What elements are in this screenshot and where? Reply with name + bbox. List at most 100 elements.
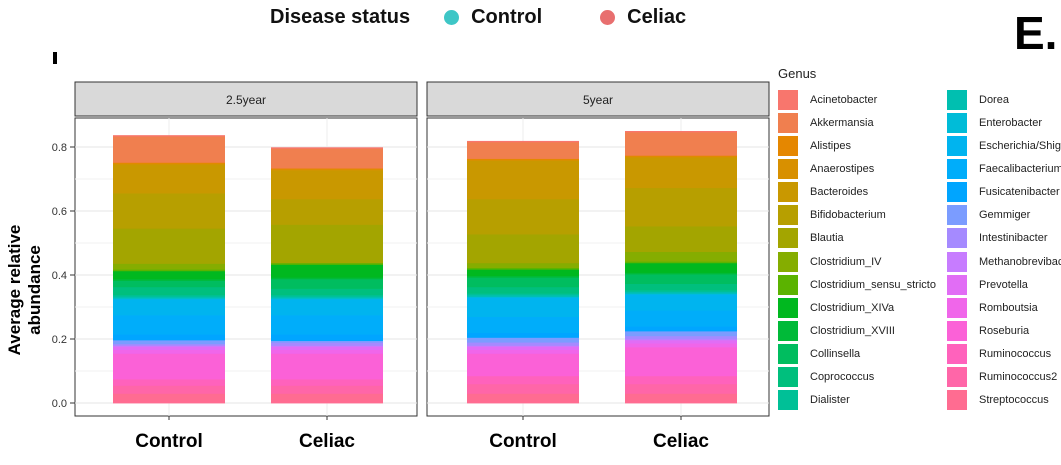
genus-legend-item: Intestinibacter — [947, 227, 1061, 250]
disease-status-legend: Disease status Control Celiac — [270, 4, 744, 30]
bar-segment-ruminococcus — [467, 375, 579, 385]
bar-segment-dorea — [113, 296, 225, 299]
genus-label: Bacteroides — [810, 186, 869, 199]
bar-segment-romboutsia — [625, 343, 737, 348]
bar-segment-bifidobacterium — [467, 198, 579, 235]
bar-segment-prevotella — [467, 346, 579, 350]
genus-label: Enterobacter — [979, 116, 1042, 129]
y-tick-label: 0.0 — [52, 398, 67, 410]
bar-segment-acinetobacter — [113, 135, 225, 137]
genus-label: Ruminococcus — [979, 348, 1052, 361]
bar-segment-alistipes — [625, 155, 737, 157]
genus-label: Ruminococcus2 — [979, 371, 1058, 384]
bar-segment-roseburia — [625, 347, 737, 377]
facet-strip — [74, 81, 418, 117]
bar-segment-enterobacter — [467, 296, 579, 298]
bar-segment-escherichia-shigella — [467, 297, 579, 317]
genus-label: Dialister — [810, 394, 850, 407]
facet-label: 5year — [583, 93, 613, 107]
genus-legend-column-2: Dorea Enterobacter Escherichia/Shigella Fae… — [947, 88, 1061, 412]
bar-segment-bacteroides — [271, 170, 383, 200]
bar-segment-gemmiger — [271, 340, 383, 343]
bar-segment-clostridium-iv — [625, 251, 737, 262]
y-tick-label: 0.8 — [52, 142, 67, 154]
bar-segment-dialister — [625, 290, 737, 293]
bar-segment-bifidobacterium — [113, 193, 225, 229]
bar-segment-methanobrevibacter — [113, 345, 225, 347]
genus-label: Faecalibacterium — [979, 162, 1061, 175]
bar-segment-clostridium-iv — [467, 262, 579, 269]
genus-legend-item: Bacteroides — [778, 181, 936, 204]
genus-legend-item: Collinsella — [778, 343, 936, 366]
bar-segment-fusicatenibacter — [467, 332, 579, 338]
bar-segment-ruminococcus — [271, 379, 383, 386]
genus-swatch — [778, 89, 798, 110]
bar-segment-dialister — [113, 294, 225, 297]
bar-segment-akkermansia — [467, 141, 579, 159]
bar-segment-streptococcus — [113, 393, 225, 404]
bar-segment-intestinibacter — [625, 335, 737, 340]
genus-swatch — [778, 112, 798, 133]
genus-legend-item: Ruminococcus — [947, 343, 1061, 366]
bar-segment-acinetobacter — [625, 131, 737, 133]
genus-legend-item: Escherichia/Shigella — [947, 134, 1061, 157]
bar-segment-collinsella — [467, 277, 579, 288]
bar-segment-romboutsia — [113, 349, 225, 354]
bar-segment-escherichia-shigella — [625, 294, 737, 311]
bar-segment-romboutsia — [271, 349, 383, 354]
bar-segment-dorea — [625, 291, 737, 294]
genus-legend-item: Gemmiger — [947, 204, 1061, 227]
bar-segment-enterobacter — [113, 298, 225, 300]
bar-segment-escherichia-shigella — [113, 299, 225, 316]
genus-legend-item: Ruminococcus2 — [947, 366, 1061, 389]
bar-segment-anaerostipes — [467, 159, 579, 161]
genus-swatch — [947, 205, 967, 226]
genus-swatch — [778, 344, 798, 365]
genus-swatch — [947, 228, 967, 249]
genus-label: Bifidobacterium — [810, 209, 886, 222]
bar-segment-clostridium-iv — [113, 263, 225, 270]
bar-segment-dorea — [467, 294, 579, 297]
genus-label: Coprococcus — [810, 371, 875, 384]
genus-legend: Genus Acinetobacter Akkermansia Alistipes A… — [778, 66, 1061, 411]
genus-legend-item: Streptococcus — [947, 389, 1061, 412]
bar-segment-clostridium-sensu-stricto — [467, 267, 579, 270]
genus-label: Collinsella — [810, 348, 861, 361]
genus-label: Acinetobacter — [810, 93, 878, 106]
genus-label: Dorea — [979, 93, 1009, 106]
bar-segment-anaerostipes — [113, 163, 225, 165]
bar-segment-roseburia — [271, 353, 383, 380]
genus-label: Roseburia — [979, 324, 1030, 337]
bar-segment-intestinibacter — [467, 342, 579, 346]
bar-segment-prevotella — [625, 339, 737, 344]
bar-segment-dialister — [271, 294, 383, 297]
bar-segment-gemmiger — [625, 331, 737, 337]
bar-segment-blautia — [625, 226, 737, 253]
x-tick-label-control: Control — [135, 431, 203, 452]
facet-label: 2.5year — [226, 93, 266, 107]
genus-label: Clostridium_XIVa — [810, 301, 895, 314]
genus-label: Gemmiger — [979, 209, 1031, 222]
bar-segment-roseburia — [467, 353, 579, 377]
bar-segment-roseburia — [113, 353, 225, 380]
x-tick-label-celiac: Celiac — [653, 431, 709, 452]
bar-segment-enterobacter — [625, 293, 737, 295]
bar-segment-clostridium-xviii — [271, 277, 383, 280]
bar-segment-collinsella — [271, 278, 383, 289]
genus-label: Alistipes — [810, 139, 851, 152]
bar-segment-anaerostipes — [271, 169, 383, 171]
genus-swatch — [947, 367, 967, 388]
bar-segment-faecalibacterium — [625, 310, 737, 327]
bar-segment-fusicatenibacter — [271, 334, 383, 341]
bar-segment-enterobacter — [271, 298, 383, 300]
genus-swatch — [778, 367, 798, 388]
bar-segment-prevotella — [271, 346, 383, 350]
bar-segment-ruminococcus — [625, 375, 737, 385]
y-tick-label: 0.4 — [52, 270, 67, 282]
genus-legend-item: Coprococcus — [778, 366, 936, 389]
genus-label: Romboutsia — [979, 301, 1038, 314]
bar-segment-bacteroides — [113, 164, 225, 194]
bar-segment-dorea — [271, 296, 383, 299]
bar-segment-streptococcus — [271, 393, 383, 404]
genus-legend-item: Romboutsia — [947, 296, 1061, 319]
